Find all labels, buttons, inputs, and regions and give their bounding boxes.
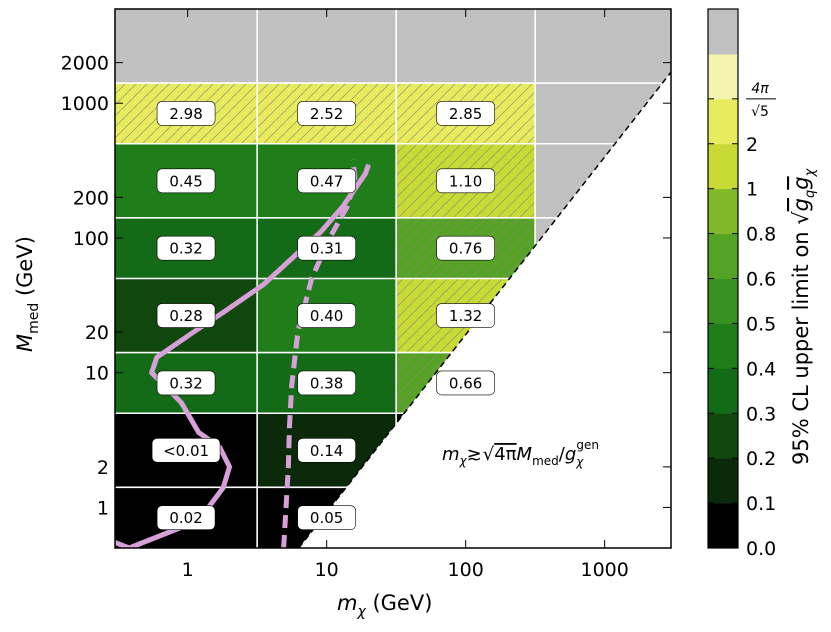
colorbar-segment xyxy=(708,323,738,369)
sqrt-sign: √ xyxy=(483,444,495,465)
cell-label-box xyxy=(156,505,216,530)
cell-label-box xyxy=(436,101,495,126)
axis-ticks: 1 10 100 1000 1 2 10 20 100 200 1000 2000 xyxy=(61,9,671,581)
cell-value-label: 0.47 xyxy=(310,172,343,190)
cell-value-label: 0.38 xyxy=(310,374,343,392)
cell-value-label: 0.45 xyxy=(169,172,202,190)
cell-label-box xyxy=(151,437,221,463)
y-tick-label: 2 xyxy=(97,457,109,479)
colorbar-top-numerator: 4π xyxy=(751,81,769,97)
cell-value-label: 2.98 xyxy=(169,105,202,123)
observed-limit-contour xyxy=(115,163,371,548)
colorbar-segment xyxy=(708,188,738,235)
colorbar-segment xyxy=(708,98,738,145)
colorbar-tick-label: 0.3 xyxy=(746,403,776,425)
colorbar-tick-label: 0.2 xyxy=(746,448,776,470)
colorbar-segment xyxy=(708,53,738,100)
cell-value-label: 0.40 xyxy=(310,307,343,325)
colorbar-tick-label: 0.0 xyxy=(746,538,776,560)
colorbar-top-label: 4π√5 xyxy=(746,81,776,120)
y-tick-label: 20 xyxy=(85,322,109,344)
y-tick-label: 200 xyxy=(73,187,109,209)
colorbar-top-denominator: √5 xyxy=(751,104,769,120)
cell-value-label: 0.05 xyxy=(310,509,343,527)
colorbar-segment xyxy=(708,9,738,55)
colorbar-tick-label: 0.6 xyxy=(746,269,776,291)
cell-label-box xyxy=(297,505,356,530)
cell-label-box xyxy=(297,437,356,463)
cell-value-label: 0.31 xyxy=(310,240,343,258)
cell-value-label: 0.28 xyxy=(169,307,202,325)
cell-value-label: 2.52 xyxy=(310,105,343,123)
cell-label-box xyxy=(436,168,495,194)
plot-area xyxy=(115,9,671,548)
cell-label-box xyxy=(297,303,356,328)
cell-label-box xyxy=(436,370,495,396)
cell-value-label: 1.32 xyxy=(449,307,482,325)
colorbar-segment xyxy=(708,233,738,279)
cell-labels: 2.98 2.52 2.85 0.45 0.47 1.10 0.32 0.31 0.76 0.28… xyxy=(151,101,495,530)
cell-value-label: 0.02 xyxy=(169,509,202,527)
cell-value-label: 2.85 xyxy=(449,105,482,123)
cell-label-box xyxy=(156,101,216,126)
cell-value-label: 1.10 xyxy=(449,172,482,190)
colorbar-tick-label: 0.5 xyxy=(746,313,776,335)
x-tick-label: 100 xyxy=(448,559,484,581)
cell-label-box xyxy=(436,303,495,328)
cell-label-box xyxy=(156,168,216,194)
cell-label-box xyxy=(297,235,356,261)
y-tick-label: 100 xyxy=(73,228,109,250)
x-axis-title: mχ (GeV) xyxy=(337,591,432,620)
x-tick-label: 1000 xyxy=(581,559,629,581)
cell-label-box xyxy=(156,370,216,396)
cell-value-label: 0.14 xyxy=(310,442,343,460)
exclusion-annotation: mχ≳√4πMmed/gχgen xyxy=(442,438,599,469)
x-tick-label: 1 xyxy=(182,559,194,581)
plot-frame xyxy=(114,8,672,549)
y-axis-title: Mmed (GeV) xyxy=(13,236,42,352)
colorbar-tick-label: 2 xyxy=(746,134,758,156)
y-tick-label: 2000 xyxy=(61,53,109,75)
cell-value-label: 0.66 xyxy=(449,374,482,392)
cell-label-box xyxy=(436,235,495,261)
cell-label-box xyxy=(156,235,216,261)
colorbar-segment xyxy=(708,143,738,190)
svg-text:mχ≳√4πMmed/gχgen: mχ≳√4πMmed/gχgen xyxy=(442,438,599,469)
svg-text:95% CL upper limit on √gqgχ: 95% CL upper limit on √gqgχ xyxy=(789,167,818,465)
colorbar-tick-label: 1 xyxy=(746,179,758,201)
cell-value-label: 0.32 xyxy=(169,240,202,258)
colorbar-title: 95% CL upper limit on √gqgχ xyxy=(789,167,818,465)
expected-limit-contour xyxy=(281,159,358,548)
colorbar-segment xyxy=(708,278,738,324)
cell-value-label: 0.76 xyxy=(449,240,482,258)
colorbar-tick-label: 0.1 xyxy=(746,493,776,515)
cell-label-box xyxy=(297,168,356,194)
cell-label-box xyxy=(297,101,356,126)
colorbar-segment xyxy=(708,368,738,414)
x-tick-label: 10 xyxy=(315,559,339,581)
colorbar-segment xyxy=(708,413,738,459)
cell-value-label: <0.01 xyxy=(163,442,209,460)
colorbar-segment xyxy=(708,503,738,549)
y-tick-label: 1 xyxy=(97,497,109,519)
y-tick-label: 10 xyxy=(85,363,109,385)
colorbar-segment xyxy=(708,458,738,504)
colorbar-tick-label: 0.8 xyxy=(746,224,776,246)
colorbar-tick-label: 0.4 xyxy=(746,358,776,380)
cell-label-box xyxy=(297,370,356,396)
cell-label-box xyxy=(156,303,216,328)
y-tick-label: 1000 xyxy=(61,93,109,115)
cell-value-label: 0.32 xyxy=(169,374,202,392)
